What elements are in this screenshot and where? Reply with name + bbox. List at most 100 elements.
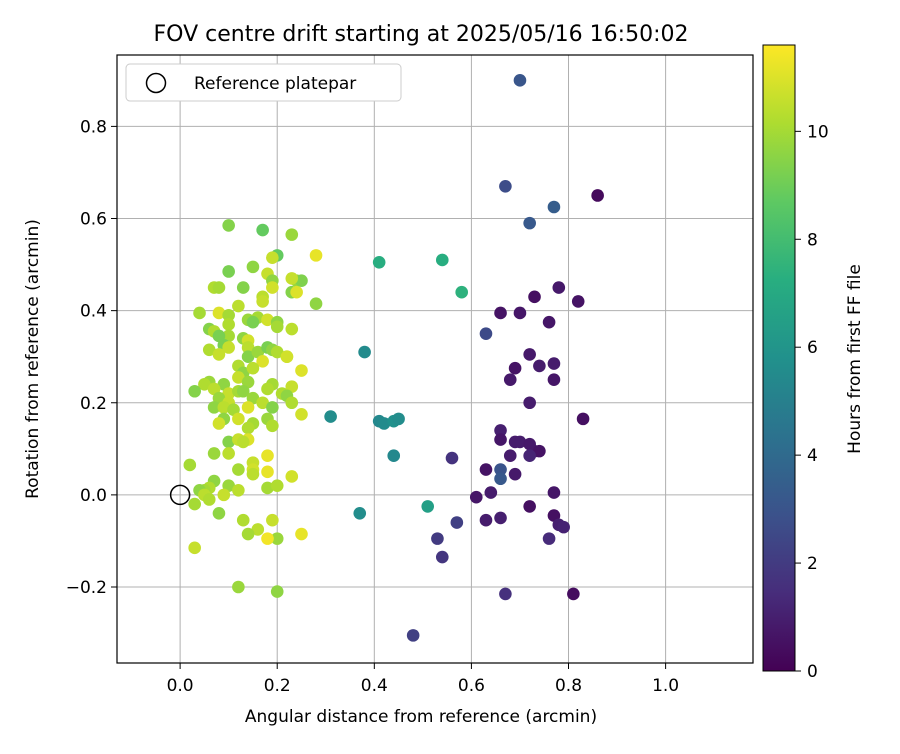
- data-point: [290, 285, 303, 299]
- data-point: [494, 472, 507, 486]
- data-point: [591, 189, 604, 202]
- data-point: [266, 401, 279, 414]
- data-point: [241, 350, 255, 363]
- data-point: [503, 373, 517, 387]
- data-point: [232, 580, 245, 594]
- data-point: [435, 550, 449, 564]
- data-point: [241, 421, 255, 435]
- data-point: [309, 249, 323, 262]
- data-point: [270, 585, 284, 598]
- data-point: [295, 527, 308, 541]
- data-point: [222, 341, 235, 354]
- data-point: [202, 343, 216, 357]
- data-point: [222, 318, 235, 331]
- data-point: [217, 488, 231, 502]
- x-tick-label: 0.8: [555, 676, 582, 696]
- data-point: [217, 401, 231, 414]
- data-point: [576, 412, 590, 426]
- data-point: [533, 444, 546, 458]
- data-point: [499, 587, 512, 601]
- data-point: [246, 467, 260, 481]
- colorbar-ticks: 0 2 4 6 8 10: [795, 122, 829, 682]
- data-point: [484, 486, 498, 499]
- data-point: [241, 401, 255, 414]
- y-tick-label: 0.8: [80, 117, 107, 137]
- data-point: [232, 412, 245, 426]
- data-point: [188, 384, 201, 398]
- data-point: [266, 513, 279, 527]
- colorbar-label: Hours from first FF file: [845, 264, 865, 454]
- data-point: [270, 479, 284, 492]
- data-point: [503, 449, 517, 463]
- data-point: [285, 272, 299, 285]
- data-point: [547, 200, 561, 214]
- data-point: [309, 297, 323, 311]
- y-tick-label: 0.6: [80, 210, 107, 230]
- axis-ticks: 0.0 0.2 0.4 0.6 0.8 1.0 −0.2 0.0 0.2 0.4 0.6 0.8: [66, 117, 679, 696]
- data-point: [406, 629, 420, 642]
- data-point: [513, 74, 527, 87]
- y-tick-label: 0.4: [80, 302, 107, 322]
- data-point: [353, 507, 367, 520]
- colorbar-tick-label: 2: [807, 554, 818, 574]
- data-point: [246, 260, 260, 274]
- data-point: [256, 355, 269, 368]
- colorbar: [762, 44, 796, 672]
- data-point: [222, 219, 235, 232]
- data-point: [567, 587, 580, 601]
- data-point: [324, 410, 337, 423]
- data-point: [387, 449, 401, 463]
- data-point: [232, 371, 245, 384]
- data-point: [285, 228, 299, 241]
- data-point: [207, 447, 221, 460]
- colorbar-tick-label: 4: [807, 446, 818, 466]
- data-point: [236, 281, 250, 294]
- x-tick-label: 0.4: [361, 676, 388, 696]
- y-tick-label: 0.0: [80, 486, 107, 506]
- data-point: [542, 532, 556, 545]
- data-point: [435, 253, 449, 267]
- data-point: [212, 348, 226, 361]
- data-point: [494, 463, 507, 476]
- grid-lines: [117, 55, 753, 663]
- x-axis-label: Angular distance from reference (arcmin): [245, 707, 597, 727]
- data-point: [547, 486, 561, 499]
- data-point: [513, 435, 527, 449]
- reference-platepar-marker: [169, 484, 191, 506]
- data-point: [212, 306, 226, 320]
- data-point: [261, 465, 274, 479]
- data-point: [212, 417, 226, 430]
- data-point: [266, 419, 279, 433]
- data-point: [251, 523, 265, 536]
- data-point: [494, 424, 507, 437]
- data-point: [528, 290, 541, 304]
- colorbar-tick-label: 10: [807, 122, 829, 142]
- legend: Reference platepar: [125, 63, 402, 102]
- data-point: [392, 412, 405, 426]
- data-point: [256, 396, 269, 410]
- data-point: [469, 490, 483, 504]
- data-point: [212, 281, 226, 294]
- data-points: [183, 74, 604, 642]
- data-point: [431, 532, 444, 545]
- data-point: [270, 532, 284, 545]
- data-point: [270, 345, 284, 359]
- data-point: [295, 364, 308, 377]
- data-point: [222, 308, 235, 322]
- data-point: [494, 511, 507, 525]
- data-point: [552, 281, 566, 294]
- legend-label: Reference platepar: [194, 74, 356, 94]
- data-point: [261, 481, 274, 495]
- data-point: [241, 527, 255, 541]
- data-point: [445, 451, 459, 465]
- data-point: [557, 520, 570, 534]
- data-point: [508, 361, 522, 375]
- x-tick-label: 1.0: [652, 676, 679, 696]
- data-point: [193, 306, 206, 320]
- x-tick-label: 0.6: [458, 676, 485, 696]
- chart-title: FOV centre drift starting at 2025/05/16 …: [154, 22, 689, 47]
- data-point: [266, 251, 279, 264]
- data-point: [455, 285, 469, 299]
- data-point: [377, 417, 391, 430]
